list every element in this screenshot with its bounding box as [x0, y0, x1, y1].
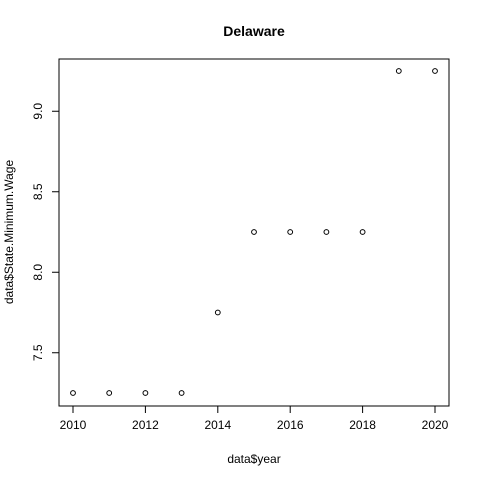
y-axis-label: data$State.Minimum.Wage: [2, 160, 16, 305]
plot-frame: [59, 59, 449, 406]
chart-title: Delaware: [223, 23, 285, 39]
x-axis: 2010 2012 2014 2016 2018 2020: [60, 406, 449, 432]
y-tick-label: 7.5: [31, 344, 45, 361]
y-axis: 7.5 8.0 8.5 9.0: [31, 103, 59, 362]
data-point: [107, 391, 112, 396]
data-point: [215, 310, 220, 315]
data-point: [433, 69, 438, 74]
x-axis-label: data$year: [227, 452, 280, 466]
y-tick-label: 8.0: [31, 264, 45, 281]
data-point: [360, 230, 365, 235]
x-tick-label: 2018: [349, 418, 376, 432]
data-point: [143, 391, 148, 396]
data-point: [71, 391, 76, 396]
y-tick-label: 8.5: [31, 183, 45, 200]
data-point: [252, 230, 257, 235]
x-tick-label: 2020: [422, 418, 449, 432]
x-tick-label: 2016: [277, 418, 304, 432]
data-point: [179, 391, 184, 396]
y-tick-label: 9.0: [31, 103, 45, 120]
x-tick-label: 2010: [60, 418, 87, 432]
x-tick-label: 2014: [204, 418, 231, 432]
x-tick-label: 2012: [132, 418, 159, 432]
data-points: [71, 69, 438, 396]
data-point: [324, 230, 329, 235]
data-point: [396, 69, 401, 74]
data-point: [288, 230, 293, 235]
